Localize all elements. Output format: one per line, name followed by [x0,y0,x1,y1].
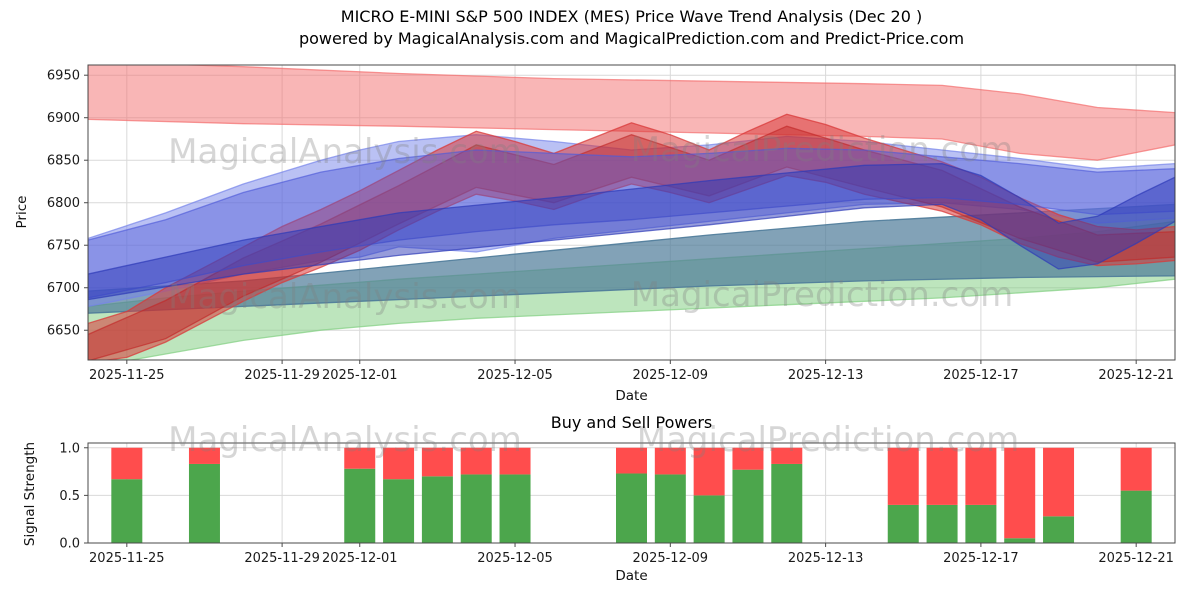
watermark-magicalprediction: MagicalPrediction.com [630,275,1014,315]
price-y-tick-label: 6700 [47,281,80,296]
buy-bar [1120,490,1152,543]
buy-bar [616,473,647,543]
sell-bar [654,447,686,475]
buy-bar [926,504,958,543]
signal-x-tick-label: 2025-12-21 [1098,551,1174,566]
sell-bar [460,447,492,475]
buy-bar [771,463,803,543]
sell-bar [421,447,453,477]
buy-bar [654,474,686,543]
chart-title-line2: powered by MagicalAnalysis.com and Magic… [298,29,965,48]
price-x-tick-label: 2025-11-29 [244,368,320,383]
buy-bar [1004,538,1036,543]
sell-bar [344,447,376,469]
sell-bar [383,447,415,480]
band-upper-forecast-pink [88,65,1175,161]
buy-bar [499,474,531,543]
price-y-tick-label: 6800 [47,196,80,211]
buy-bar [421,476,453,543]
signal-x-tick-label: 2025-12-05 [477,551,553,566]
chart-title-block: MICRO E-MINI S&P 500 INDEX (MES) Price W… [88,6,1175,50]
band-mid-slate [88,203,1175,314]
wave-bands-group [88,65,1175,360]
signal-y-tick-label: 1.0 [59,441,80,456]
sell-bar [693,447,725,496]
price-x-tick-label: 2025-12-13 [788,368,864,383]
sell-bar [926,447,958,505]
price-x-tick-label: 2025-12-17 [943,368,1019,383]
chart-title-line1: MICRO E-MINI S&P 500 INDEX (MES) Price W… [340,7,923,26]
sell-bar [111,447,143,480]
sell-bar [1043,447,1075,517]
price-y-tick-label: 6650 [47,324,80,339]
price-x-tick-label: 2025-12-21 [1098,368,1174,383]
price-plot-frame [87,64,1176,361]
watermark-magicalprediction: MagicalPrediction.com [630,130,1014,170]
buy-bar [460,474,492,543]
sell-bar [616,447,647,474]
price-x-tick-label: 2025-12-09 [633,368,709,383]
signal-xlabel: Date [615,568,648,584]
signal-x-tick-label: 2025-12-09 [633,551,709,566]
signal-x-tick-label: 2025-12-13 [788,551,864,566]
sell-bar [499,447,531,475]
price-xlabel: Date [615,388,648,404]
price-ylabel: Price [14,195,30,229]
buy-bar [188,463,220,543]
price-y-tick-label: 6950 [47,69,80,84]
signal-x-tick-label: 2025-11-25 [89,551,165,566]
buy-bar [1043,516,1075,543]
signal-x-tick-label: 2025-12-01 [322,551,398,566]
watermark-magicalanalysis: MagicalAnalysis.com [168,277,522,317]
buy-bar [965,504,997,543]
price-y-tick-label: 6850 [47,154,80,169]
buy-bar [887,504,919,543]
sell-bar [1004,447,1036,539]
buy-bar [111,479,143,543]
band-trend-blue-dark [88,162,1175,301]
sell-bar [732,447,764,470]
sell-bar [887,447,919,505]
buy-bar [732,469,764,543]
signal-ylabel: Signal Strength [22,441,38,547]
signal-y-tick-label: 0.0 [59,537,80,552]
sell-bar [965,447,997,505]
buy-bar [344,468,376,543]
signal-x-tick-label: 2025-12-17 [943,551,1019,566]
signal-chart-title: Buy and Sell Powers [550,413,713,432]
price-x-tick-label: 2025-11-25 [89,368,165,383]
signal-x-tick-label: 2025-11-29 [244,551,320,566]
price-y-tick-label: 6900 [47,111,80,126]
sell-bar [188,447,220,464]
buy-bar [693,495,725,543]
watermark-magicalprediction: MagicalPrediction.com [636,420,1020,460]
signal-plot-frame [87,442,1176,544]
price-x-tick-label: 2025-12-01 [322,368,398,383]
sell-bar [771,447,803,464]
signal-y-tick-label: 0.5 [59,489,80,504]
buy-bar [383,479,415,543]
price-x-tick-label: 2025-12-05 [477,368,553,383]
sell-bar [1120,447,1152,491]
watermark-magicalanalysis: MagicalAnalysis.com [168,132,522,172]
price-y-tick-label: 6750 [47,239,80,254]
watermark-magicalanalysis: MagicalAnalysis.com [168,420,522,460]
